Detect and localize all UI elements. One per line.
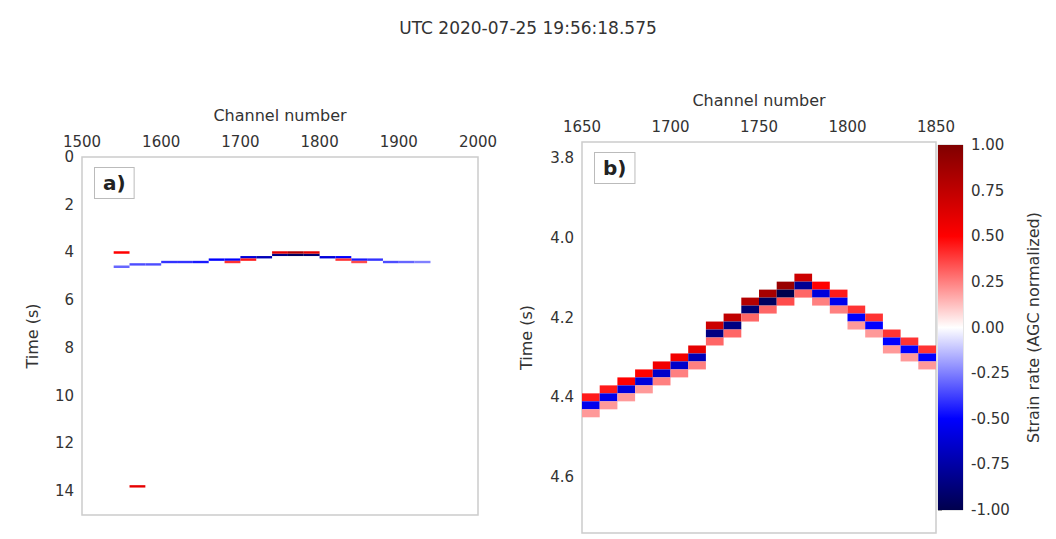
svg-text:4: 4 xyxy=(64,243,74,261)
svg-text:4.4: 4.4 xyxy=(550,388,574,406)
svg-text:2000: 2000 xyxy=(459,133,497,151)
svg-text:4.6: 4.6 xyxy=(550,468,574,486)
svg-text:0.75: 0.75 xyxy=(971,182,1004,200)
svg-text:0.25: 0.25 xyxy=(971,273,1004,291)
svg-text:3.8: 3.8 xyxy=(550,149,574,167)
svg-text:1700: 1700 xyxy=(221,133,259,151)
svg-text:0: 0 xyxy=(64,148,74,166)
svg-text:-0.25: -0.25 xyxy=(971,364,1010,382)
svg-text:1900: 1900 xyxy=(380,133,418,151)
svg-text:b): b) xyxy=(603,156,626,180)
svg-text:1800: 1800 xyxy=(301,133,339,151)
svg-text:Time (s): Time (s) xyxy=(23,303,42,369)
svg-text:1.00: 1.00 xyxy=(971,136,1004,154)
svg-text:1500: 1500 xyxy=(63,133,101,151)
svg-text:Channel number: Channel number xyxy=(692,91,826,110)
svg-text:0.50: 0.50 xyxy=(971,227,1004,245)
svg-text:14: 14 xyxy=(55,482,74,500)
svg-text:1600: 1600 xyxy=(142,133,180,151)
svg-text:Time (s): Time (s) xyxy=(517,305,536,371)
svg-text:-0.50: -0.50 xyxy=(971,410,1010,428)
svg-text:Channel number: Channel number xyxy=(213,106,347,125)
svg-text:4.2: 4.2 xyxy=(550,309,574,327)
svg-text:-1.00: -1.00 xyxy=(971,501,1010,519)
svg-text:2: 2 xyxy=(64,196,74,214)
svg-text:1750: 1750 xyxy=(740,118,778,136)
svg-text:1650: 1650 xyxy=(563,118,601,136)
svg-text:6: 6 xyxy=(64,291,74,309)
svg-text:UTC 2020-07-25 19:56:18.575: UTC 2020-07-25 19:56:18.575 xyxy=(399,18,657,38)
svg-text:12: 12 xyxy=(55,434,74,452)
svg-text:1850: 1850 xyxy=(917,118,955,136)
svg-text:10: 10 xyxy=(55,387,74,405)
svg-text:Strain rate (AGC normalized): Strain rate (AGC normalized) xyxy=(1024,212,1043,443)
svg-text:-0.75: -0.75 xyxy=(971,455,1010,473)
svg-text:a): a) xyxy=(103,171,126,195)
svg-text:8: 8 xyxy=(64,339,74,357)
svg-text:4.0: 4.0 xyxy=(550,229,574,247)
svg-text:0.00: 0.00 xyxy=(971,319,1004,337)
svg-text:1800: 1800 xyxy=(828,118,866,136)
svg-text:1700: 1700 xyxy=(651,118,689,136)
